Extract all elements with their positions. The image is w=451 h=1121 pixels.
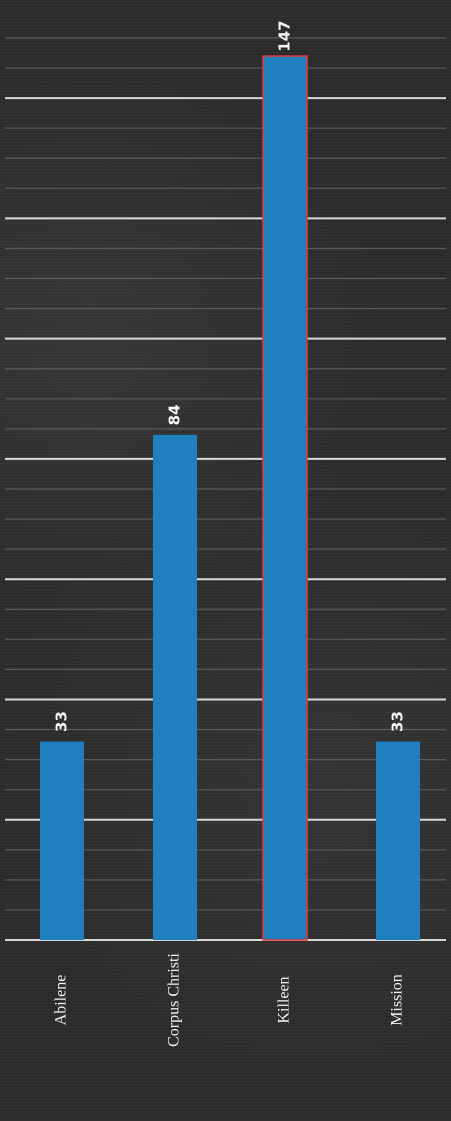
bar-mission [376, 741, 420, 940]
bar-abilene [40, 741, 84, 940]
minor-gridlines [5, 37, 446, 911]
data-labels: 33 84 147 33 [53, 20, 407, 732]
data-label: 33 [53, 711, 71, 732]
category-label: Mission [389, 974, 406, 1026]
data-label: 147 [276, 20, 294, 51]
bar-corpus-christi [153, 434, 197, 940]
bars [40, 55, 420, 941]
category-label: Killeen [276, 976, 293, 1023]
category-label: Corpus Christi [166, 953, 183, 1047]
data-label: 33 [389, 711, 407, 732]
data-label: 84 [166, 404, 184, 425]
category-label: Abilene [53, 975, 70, 1026]
bar-killeen [262, 55, 308, 941]
category-tick-labels: Abilene Corpus Christi Killeen Mission [53, 953, 406, 1047]
